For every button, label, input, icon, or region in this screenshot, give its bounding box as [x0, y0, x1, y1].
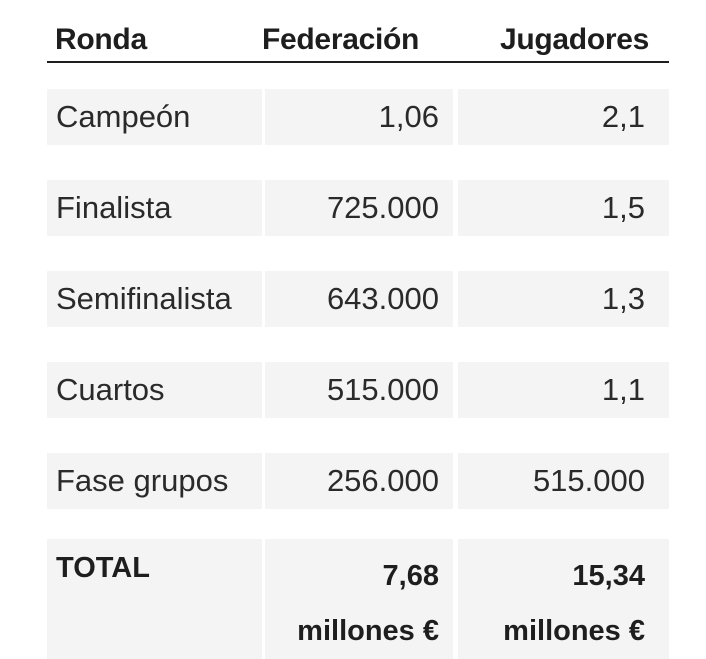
header-jugadores: Jugadores — [499, 22, 649, 56]
cell-ronda: Semifinalista — [47, 271, 262, 327]
total-label: TOTAL — [56, 552, 150, 584]
total-federacion-value: 7,68 — [382, 560, 439, 592]
total-federacion-cell: 7,68 millones € — [265, 539, 453, 659]
cell-federacion: 725.000 — [265, 180, 453, 236]
cell-federacion: 1,06 — [265, 89, 453, 145]
table-row: Cuartos 515.000 1,1 — [47, 362, 669, 418]
total-row: TOTAL 7,68 millones € 15,34 millones € — [47, 539, 669, 659]
cell-ronda: Campeón — [47, 89, 262, 145]
cell-ronda: Finalista — [47, 180, 262, 236]
prize-table: Ronda Federación Jugadores Campeón 1,06 … — [47, 18, 669, 659]
cell-ronda: Cuartos — [47, 362, 262, 418]
cell-jugadores: 1,3 — [458, 271, 669, 327]
header-ronda: Ronda — [55, 22, 147, 56]
total-jugadores-unit: millones € — [503, 615, 645, 647]
total-jugadores-cell: 15,34 millones € — [458, 539, 669, 659]
total-jugadores-value: 15,34 — [572, 560, 645, 592]
cell-ronda: Fase grupos — [47, 453, 262, 509]
table-row: Finalista 725.000 1,5 — [47, 180, 669, 236]
table-body: Campeón 1,06 2,1 Finalista 725.000 1,5 S… — [47, 89, 669, 659]
cell-jugadores: 2,1 — [458, 89, 669, 145]
cell-federacion: 515.000 — [265, 362, 453, 418]
cell-federacion: 256.000 — [265, 453, 453, 509]
cell-jugadores: 1,5 — [458, 180, 669, 236]
cell-jugadores: 515.000 — [458, 453, 669, 509]
table-row: Fase grupos 256.000 515.000 — [47, 453, 669, 509]
cell-federacion: 643.000 — [265, 271, 453, 327]
cell-jugadores: 1,1 — [458, 362, 669, 418]
table-row: Semifinalista 643.000 1,3 — [47, 271, 669, 327]
table-header: Ronda Federación Jugadores — [47, 18, 669, 63]
total-label-cell: TOTAL — [47, 539, 262, 659]
header-federacion: Federación — [262, 22, 420, 56]
total-federacion-unit: millones € — [297, 615, 439, 647]
table-row: Campeón 1,06 2,1 — [47, 89, 669, 145]
